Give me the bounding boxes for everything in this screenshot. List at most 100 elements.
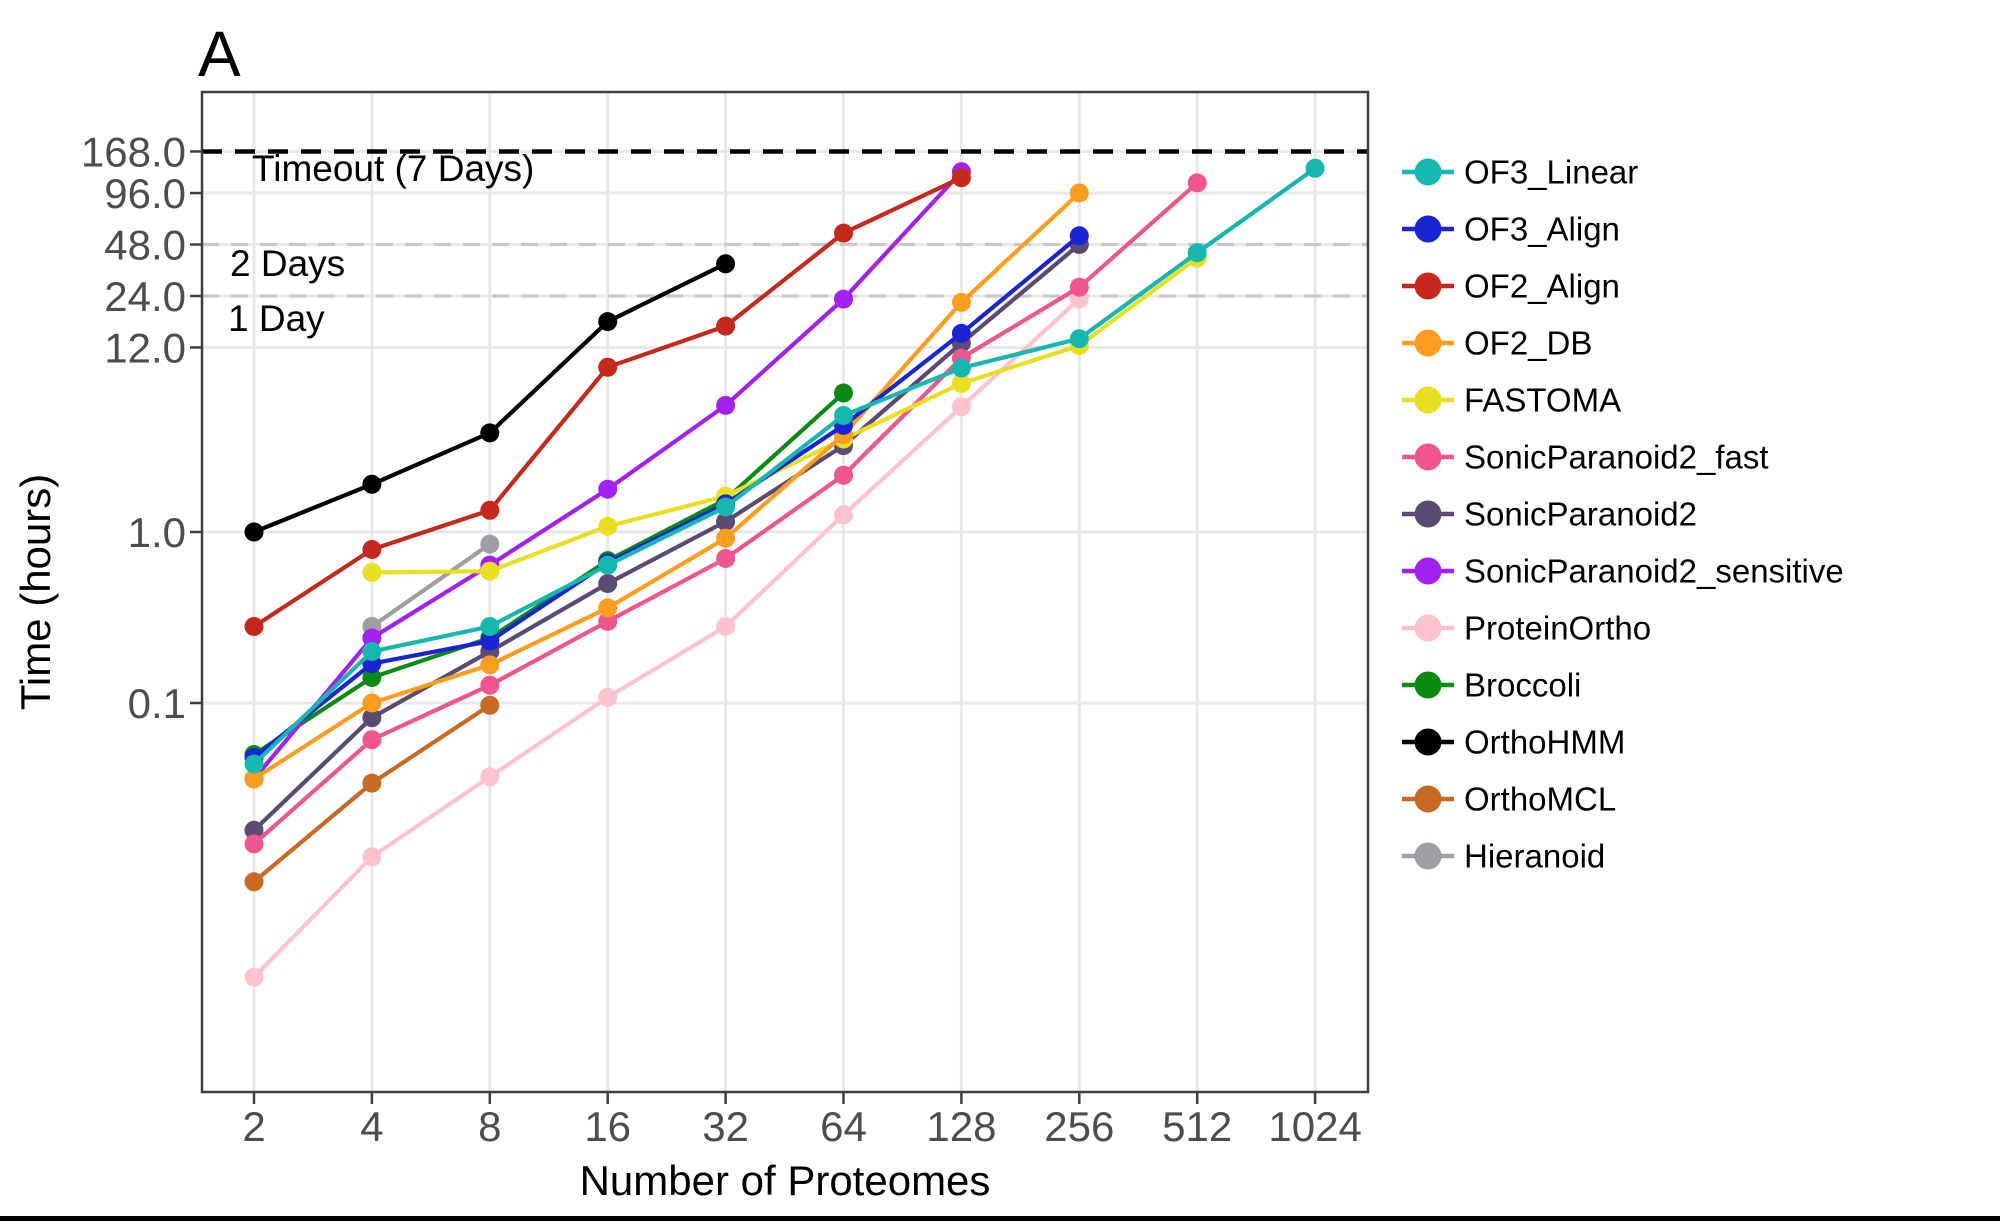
data-point-SonicParanoid2-16 [598,574,618,593]
legend-item-label: OF2_Align [1464,268,1620,305]
data-point-FASTOMA-16 [598,516,618,536]
data-point-SonicParanoid2_sensitive-64 [834,289,853,309]
data-point-SonicParanoid2_fast-32 [716,549,736,568]
data-point-OF2_Align-8 [480,500,500,520]
data-point-OF3_Linear-512 [1187,243,1207,263]
panel-label: A [198,18,241,90]
data-point-FASTOMA-128 [951,373,971,393]
data-point-SonicParanoid2_fast-64 [834,465,853,485]
legend-item-label: OrthoMCL [1464,781,1616,818]
data-point-OF3_Linear-32 [716,497,736,517]
legend-item-label: ProteinOrtho [1464,610,1651,647]
legend-marker-icon [1414,842,1442,870]
data-point-OF2_DB-16 [598,598,618,618]
x-tick-label: 2 [242,1103,265,1150]
data-point-OF2_DB-32 [716,528,736,548]
x-tick-label: 512 [1162,1103,1232,1150]
legend-item: OrthoHMM [1402,724,1625,761]
legend-item: SonicParanoid2_fast [1402,439,1769,476]
y-axis-title: Time (hours) [12,474,59,710]
y-tick-label: 12.0 [104,324,186,371]
data-point-ProteinOrtho-2 [244,967,264,987]
series-line-ProteinOrtho [251,297,1082,980]
data-point-ProteinOrtho-16 [598,687,618,707]
legend-marker-icon [1414,614,1442,642]
legend-item-label: OrthoHMM [1464,724,1625,761]
series-line-OF3_Linear [251,166,1318,767]
data-point-OF3_Linear-256 [1069,329,1089,349]
series-line-OF3_Align [251,233,1082,760]
series-line-OF2_DB [251,190,1082,781]
legend-item: OF3_Linear [1402,154,1638,191]
x-tick-label: 128 [926,1103,996,1150]
data-point-OF3_Align-128 [951,323,971,343]
legend-item-label: SonicParanoid2_sensitive [1464,553,1844,590]
x-tick-label: 1024 [1268,1103,1361,1150]
data-point-SonicParanoid2_fast-256 [1069,277,1089,297]
data-point-SonicParanoid2_fast-512 [1187,173,1207,193]
data-point-OrthoHMM-2 [244,522,264,542]
x-tick-label: 8 [478,1103,501,1150]
data-point-OF2_Align-16 [598,357,618,377]
data-point-OF2_DB-8 [480,655,500,675]
panel-border [200,90,1370,1094]
data-point-OF2_Align-64 [834,223,853,243]
legend-item-label: FASTOMA [1464,382,1621,419]
data-point-SonicParanoid2-32 [716,512,736,532]
legend-item: OrthoMCL [1402,781,1616,818]
data-point-OF2_Align-2 [244,617,264,636]
data-point-OF3_Linear-8 [480,617,500,636]
data-point-OF3_Linear-64 [834,406,853,425]
data-point-OF3_Align-256 [1069,226,1089,246]
x-tick-label: 64 [820,1103,867,1150]
data-point-OrthoHMM-8 [480,423,500,443]
legend-marker-icon [1414,215,1442,243]
data-point-ProteinOrtho-64 [834,505,853,525]
data-point-ProteinOrtho-4 [362,847,382,867]
legend: OF3_Linear OF3_Align OF2_Align OF2_DB FASTOM… [1402,154,1844,875]
data-point-OrthoMCL-4 [362,773,382,793]
legend-item: SonicParanoid2_sensitive [1402,553,1844,590]
data-point-SonicParanoid2_fast-2 [244,834,264,854]
legend-marker-icon [1414,671,1442,699]
legend-marker-icon [1414,785,1442,813]
data-point-FASTOMA-4 [362,563,382,582]
legend-item-label: OF3_Linear [1464,154,1638,191]
data-point-OF2_Align-128 [951,168,971,188]
x-tick-label: 4 [360,1103,383,1150]
y-tick-label: 168.0 [81,128,186,175]
y-tick-label: 48.0 [104,222,186,269]
data-point-OF3_Linear-1024 [1305,158,1325,178]
data-point-SonicParanoid2_sensitive-32 [716,395,736,415]
data-point-OrthoMCL-8 [480,695,500,715]
data-point-SonicParanoid2_fast-4 [362,730,382,750]
data-point-SonicParanoid2_fast-8 [480,675,500,695]
reference-lines [202,149,1368,298]
x-axis-title: Number of Proteomes [580,1157,991,1204]
data-point-OF3_Linear-128 [951,358,971,378]
data-point-OF2_Align-32 [716,316,736,336]
legend-item: Hieranoid [1402,838,1605,875]
axis-ticks [190,150,1317,1104]
data-point-SonicParanoid2-2 [244,820,264,840]
y-tick-label: 96.0 [104,170,186,217]
data-point-OF2_DB-4 [362,693,382,713]
data-point-OF2_Align-4 [362,540,382,559]
bottom-rule [0,1216,2000,1221]
legend-marker-icon [1414,500,1442,528]
legend-item: OF2_DB [1402,325,1592,362]
legend-marker-icon [1414,557,1442,585]
y-tick-label: 1.0 [128,509,186,556]
legend-marker-icon [1414,158,1442,186]
legend-marker-icon [1414,329,1442,357]
data-point-Broccoli-64 [834,383,853,403]
y-tick-label: 0.1 [128,680,186,727]
annotation-2-days: 2 Days [230,243,345,284]
tick-labels: 2 4 8 16 32 64 128 256 512 1024168.096.048.024.01… [81,128,1362,1150]
data-point-SonicParanoid2-4 [362,708,382,728]
data-point-OrthoHMM-4 [362,474,382,494]
legend-item: FASTOMA [1402,382,1621,419]
legend-marker-icon [1414,443,1442,471]
